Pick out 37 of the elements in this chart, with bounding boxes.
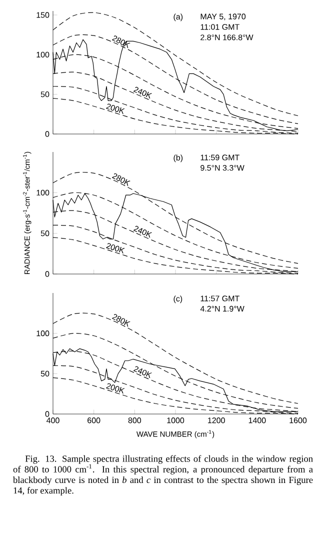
text: 200K [106,243,125,254]
annotation: (b) [174,154,183,162]
annotation: 4.2°N 1.9°W [200,306,244,312]
x-tick-label: 400 [46,418,60,424]
text: Fig. 13. Sample spectra illustrating effects of clouds in the window region of 800 to 1000 cm$^{-1}$. In this spectral region, a pronounced departure from a blackbody curve is noted in b and c in contrast to the spectra shown in Figure 14, for example. [13,455,313,496]
text: 280K [112,36,130,48]
annotation: 11:57 GMT [200,296,240,302]
annotation: 2.8°N 166.8°W [200,34,254,40]
annotation: (c) [174,296,182,304]
annotation: 11:01 GMT [200,24,240,30]
text: 280K [112,173,130,186]
text: 240K [133,366,152,378]
text: 200K [106,383,125,394]
text: 200K [106,104,125,114]
x-tick-label: 1400 [248,418,266,424]
y-tick-label: 0 [45,411,50,417]
x-tick-label: 1200 [208,418,225,424]
y-tick-label: 100 [36,330,50,336]
x-tick-label: 1000 [167,418,184,424]
text: 240K [133,226,152,238]
y-tick-label: 100 [36,52,50,58]
annotation: 11:59 GMT [200,154,240,160]
text: 280K [112,314,130,327]
y-tick-label: 50 [40,230,50,236]
annotation: (a) [174,14,183,22]
x-tick-label: 600 [88,418,100,424]
y-tick-label: 0 [45,131,50,137]
y-tick-label: 50 [40,91,50,98]
x-tick-label: 1600 [290,418,307,424]
y-tick-label: 0 [45,271,50,277]
y-tick-label: 150 [36,12,50,18]
text: 240K [133,86,152,99]
annotation: 9.5°N 3.3°W [200,165,244,171]
x-tick-label: 800 [128,418,142,424]
annotation: MAY 5, 1970 [200,14,246,20]
y-tick-label: 100 [36,190,50,196]
y-tick-label: 50 [40,370,50,377]
